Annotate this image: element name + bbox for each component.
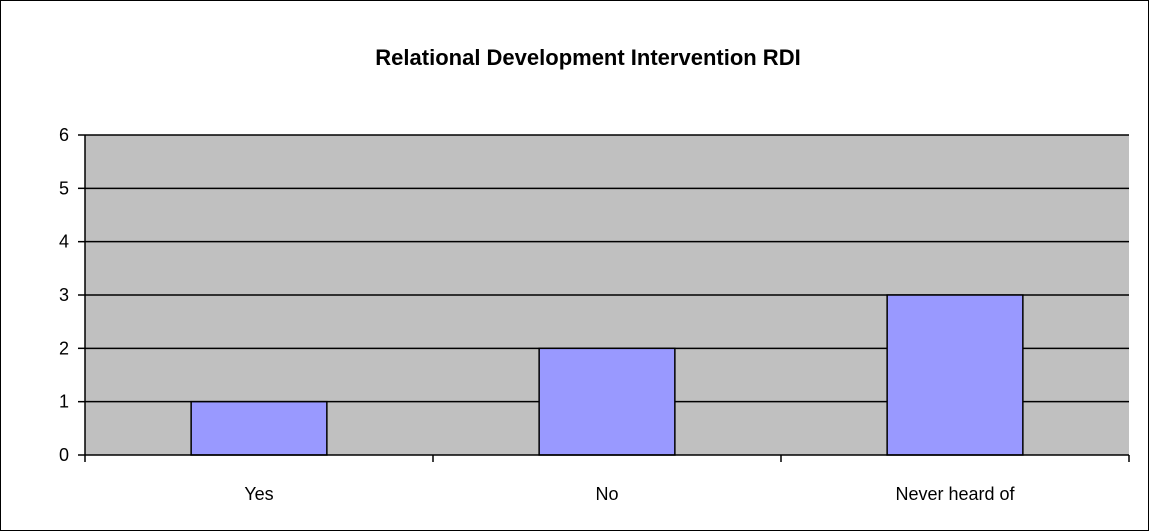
y-tick-label: 1 bbox=[59, 392, 69, 412]
axes bbox=[78, 134, 1130, 462]
bars bbox=[190, 294, 1024, 456]
y-tick-label: 4 bbox=[59, 232, 69, 252]
x-tick-labels: Yes No Never heard of bbox=[244, 484, 1015, 504]
bar bbox=[886, 294, 1024, 456]
bar bbox=[538, 347, 676, 456]
y-tick-label: 0 bbox=[59, 445, 69, 465]
bar bbox=[190, 400, 328, 456]
x-tick-label: No bbox=[595, 484, 618, 504]
y-tick-label: 2 bbox=[59, 338, 69, 358]
x-tick-label: Never heard of bbox=[895, 484, 1015, 504]
chart-title: Relational Development Intervention RDI bbox=[375, 45, 800, 70]
y-tick-label: 3 bbox=[59, 285, 69, 305]
x-tick-label: Yes bbox=[244, 484, 273, 504]
y-tick-label: 5 bbox=[59, 178, 69, 198]
y-tick-label: 6 bbox=[59, 125, 69, 145]
y-tick-labels: 0 1 2 3 4 5 6 bbox=[59, 125, 69, 465]
